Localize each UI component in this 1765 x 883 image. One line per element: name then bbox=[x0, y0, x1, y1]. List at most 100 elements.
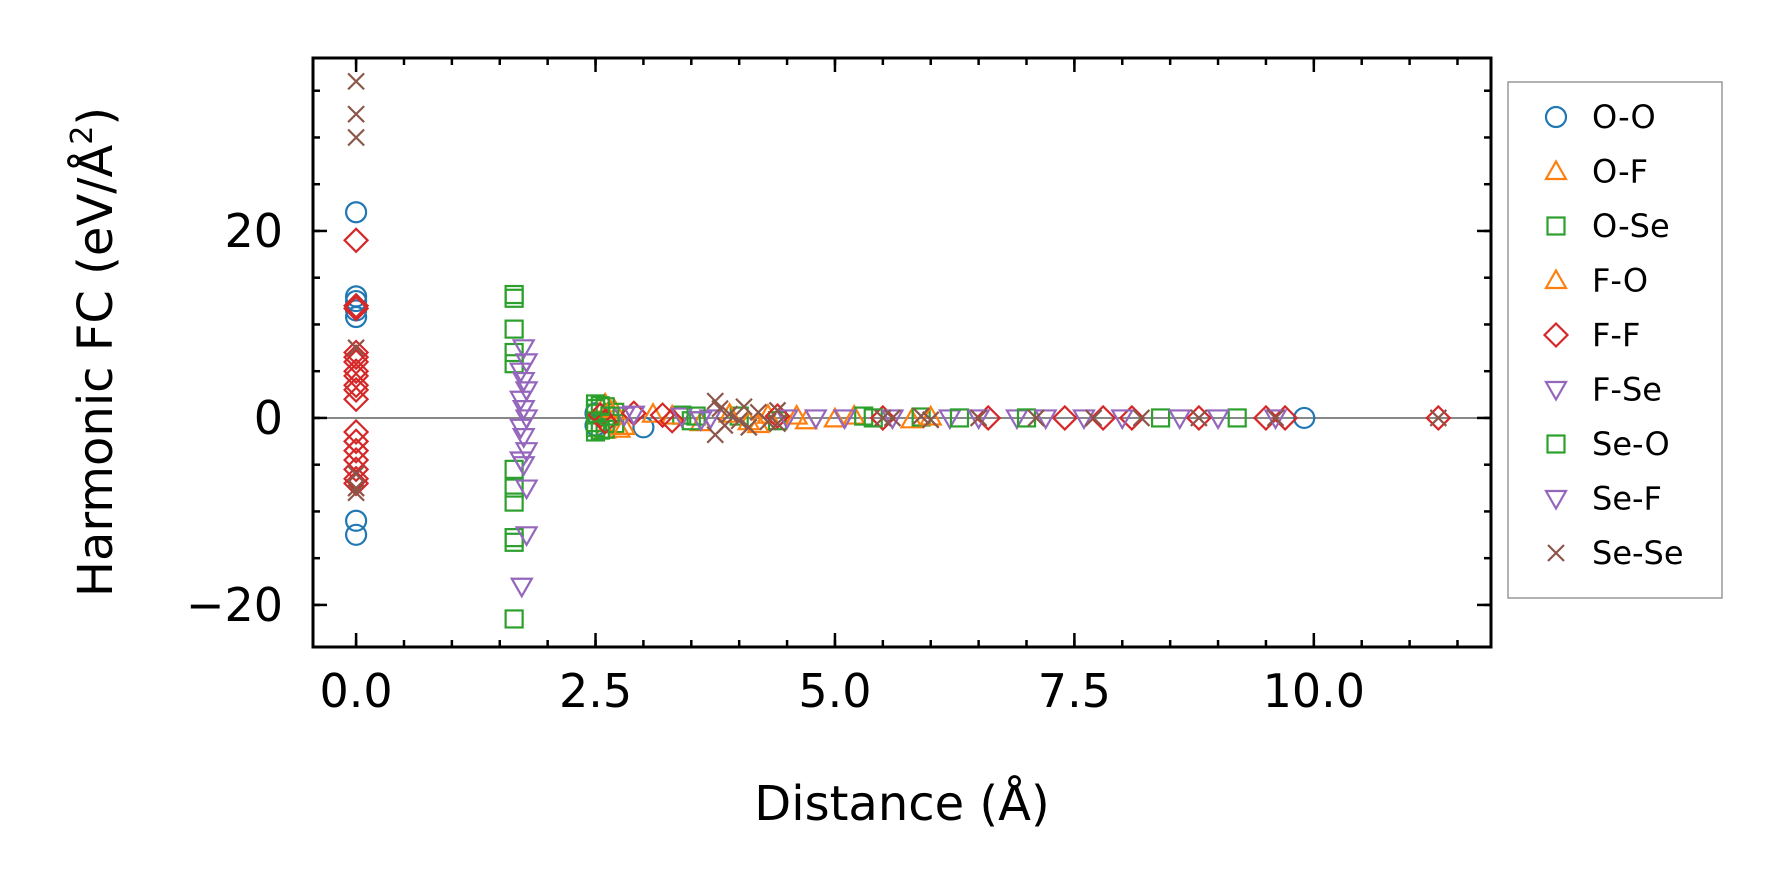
data-point bbox=[949, 408, 970, 428]
data-point bbox=[347, 128, 365, 147]
legend-label: O-F bbox=[1592, 153, 1648, 191]
legend-label: Se-F bbox=[1592, 480, 1662, 518]
legend-label: F-F bbox=[1592, 316, 1640, 354]
data-point bbox=[343, 344, 370, 371]
legend-marker bbox=[1546, 216, 1566, 236]
data-point bbox=[343, 376, 370, 403]
legend-entry: O-F bbox=[1544, 153, 1648, 191]
y-axis-label: Harmonic FC (eV/Å2) bbox=[65, 107, 124, 597]
data-point bbox=[511, 456, 536, 477]
data-point bbox=[1206, 409, 1230, 431]
data-point bbox=[592, 408, 619, 435]
data-point bbox=[1429, 409, 1448, 427]
legend-label: F-Se bbox=[1592, 371, 1662, 409]
data-point bbox=[1132, 409, 1151, 427]
data-point bbox=[343, 386, 370, 413]
data-point bbox=[975, 404, 1002, 432]
series-f-se bbox=[508, 339, 1096, 599]
data-point bbox=[504, 342, 524, 363]
legend-entry: Se-F bbox=[1544, 480, 1662, 518]
y-axis-label-close: ) bbox=[68, 107, 124, 126]
data-point bbox=[347, 105, 365, 123]
data-point bbox=[504, 532, 524, 552]
legend-entry: F-Se bbox=[1544, 371, 1662, 409]
data-point bbox=[706, 392, 725, 410]
data-point bbox=[343, 437, 370, 464]
data-point bbox=[344, 305, 368, 329]
plot-frame bbox=[311, 56, 1493, 649]
data-point bbox=[899, 407, 924, 429]
legend-marker bbox=[1544, 380, 1568, 402]
data-point bbox=[347, 479, 365, 497]
data-point bbox=[504, 284, 524, 305]
data-point bbox=[1185, 404, 1212, 432]
data-point bbox=[768, 401, 787, 420]
data-point bbox=[504, 319, 524, 339]
y-axis-label-superscript: 2 bbox=[65, 126, 100, 145]
legend: O-O O-F O-Se F-O F-F F-Se Se-O Se-F Se-Se bbox=[1507, 81, 1723, 599]
legend-label: O-Se bbox=[1592, 207, 1670, 245]
data-point bbox=[1293, 406, 1316, 430]
data-point bbox=[1110, 409, 1135, 431]
data-point bbox=[735, 397, 753, 416]
data-point bbox=[344, 289, 368, 313]
data-point bbox=[921, 411, 940, 429]
data-point bbox=[711, 399, 729, 418]
data-point bbox=[1425, 404, 1452, 432]
data-point bbox=[768, 414, 787, 433]
x-tick-label: 7.5 bbox=[1038, 664, 1111, 718]
data-point bbox=[686, 406, 706, 426]
data-point bbox=[1084, 409, 1103, 427]
legend-marker bbox=[1544, 105, 1568, 129]
data-point bbox=[912, 407, 930, 425]
data-point bbox=[784, 403, 809, 425]
data-point bbox=[803, 409, 828, 431]
data-point bbox=[1090, 404, 1117, 432]
data-point bbox=[511, 339, 536, 361]
legend-marker bbox=[1544, 159, 1568, 181]
data-point bbox=[347, 72, 365, 91]
data-point bbox=[1190, 409, 1208, 427]
legend-entry: O-O bbox=[1544, 98, 1656, 136]
series-se-f bbox=[621, 405, 1288, 433]
data-point bbox=[504, 459, 524, 479]
data-point bbox=[1150, 408, 1171, 428]
legend-label: Se-Se bbox=[1592, 534, 1684, 572]
x-tick-label: 0.0 bbox=[320, 664, 393, 718]
legend-entry: F-F bbox=[1542, 316, 1640, 354]
x-tick-label: 2.5 bbox=[559, 664, 632, 718]
x-tick-label: 5.0 bbox=[798, 664, 871, 718]
series-se-se bbox=[347, 72, 1448, 502]
y-tick-label: −20 bbox=[186, 578, 283, 632]
data-point bbox=[504, 288, 524, 308]
data-point bbox=[966, 409, 991, 431]
data-point bbox=[1027, 409, 1045, 427]
data-point bbox=[823, 406, 847, 428]
data-point bbox=[343, 372, 370, 399]
data-point bbox=[504, 492, 524, 512]
legend-label: F-O bbox=[1592, 262, 1648, 300]
data-point bbox=[343, 428, 370, 455]
data-point bbox=[514, 479, 539, 501]
data-points-layer bbox=[343, 72, 1452, 629]
legend-label: Se-O bbox=[1592, 425, 1670, 463]
legend-label: O-O bbox=[1592, 98, 1656, 136]
x-axis-label: Distance (Å) bbox=[754, 775, 1049, 832]
data-point bbox=[343, 358, 370, 385]
data-point bbox=[504, 478, 524, 498]
data-point bbox=[1266, 409, 1285, 427]
series-o-o bbox=[344, 201, 1316, 546]
data-point bbox=[688, 411, 713, 433]
data-point bbox=[832, 409, 857, 431]
data-point bbox=[514, 526, 539, 548]
data-point bbox=[880, 409, 905, 431]
legend-box bbox=[1507, 81, 1723, 599]
data-point bbox=[600, 406, 620, 426]
data-point bbox=[344, 201, 368, 224]
data-point bbox=[343, 418, 370, 446]
legend-marker bbox=[1544, 268, 1568, 290]
y-axis-label-main: Harmonic FC (eV/Å bbox=[67, 145, 124, 598]
legend-marker bbox=[1544, 489, 1568, 511]
